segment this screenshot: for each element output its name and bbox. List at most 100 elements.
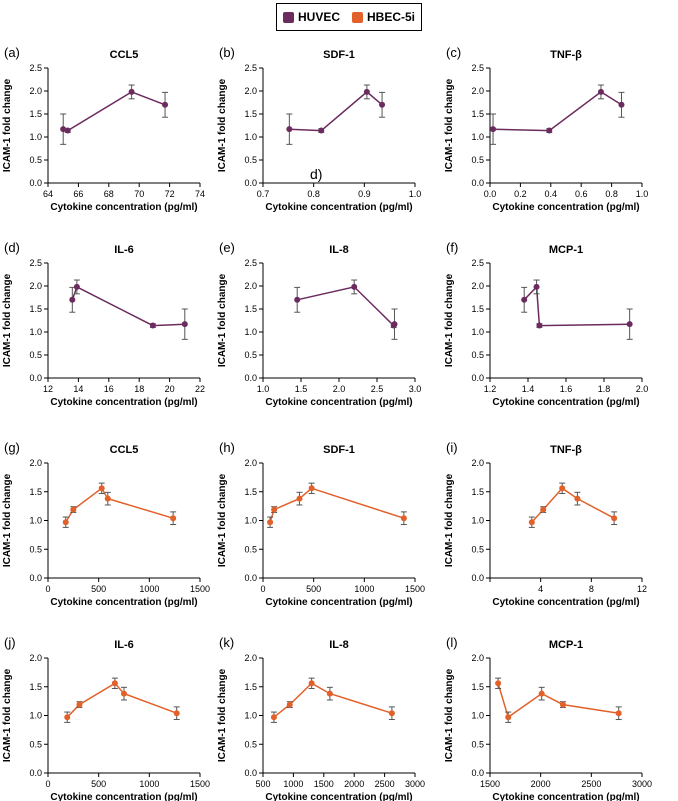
legend: HUVEC HBEC-5i xyxy=(276,3,422,31)
y-axis-label: ICAM-1 fold change xyxy=(2,473,13,567)
chart-title: IL-8 xyxy=(329,244,349,256)
data-point xyxy=(388,710,395,717)
x-tick-label: 0 xyxy=(260,584,265,594)
data-point xyxy=(559,701,566,708)
y-tick-label: 0.0 xyxy=(29,768,42,778)
x-tick-label: 1.5 xyxy=(295,384,308,394)
stray-label: d) xyxy=(310,166,323,182)
panel-c: (c) TNF-β 0.0 0.5 1.0 1.5 2.0 2.5 0.0 0.2 0.4 0.6 0.… xyxy=(444,45,648,213)
y-tick-label: 1.5 xyxy=(29,304,42,314)
data-point xyxy=(546,127,553,134)
data-point xyxy=(149,322,156,329)
y-tick-label: 2.0 xyxy=(471,281,484,291)
y-tick-label: 2.5 xyxy=(29,258,42,268)
y-tick-label: 2.0 xyxy=(471,458,484,468)
panel-label: (k) xyxy=(219,635,234,650)
x-tick-label: 68 xyxy=(104,189,114,199)
y-tick-label: 1.5 xyxy=(244,682,257,692)
x-tick-label: 1.6 xyxy=(560,384,573,394)
x-tick-label: 1.0 xyxy=(257,384,270,394)
y-tick-label: 0.5 xyxy=(29,350,42,360)
y-tick-label: 1.5 xyxy=(29,109,42,119)
panel-j: (j) IL-6 0.0 0.5 1.0 1.5 2.0 0 500 1000 1500 Cytoki… xyxy=(2,635,210,801)
data-point xyxy=(559,485,566,492)
chart-title: MCP-1 xyxy=(549,639,583,651)
series-line xyxy=(71,285,185,327)
y-tick-label: 0.5 xyxy=(471,350,484,360)
y-tick-label: 0.0 xyxy=(244,178,257,188)
x-tick-label: 1000 xyxy=(139,779,159,789)
x-axis-label: Cytokine concentration (pg/ml) xyxy=(50,792,197,801)
x-tick-label: 2.0 xyxy=(636,384,649,394)
series-line xyxy=(297,286,396,327)
x-tick-label: 2.5 xyxy=(371,384,384,394)
data-point xyxy=(536,322,543,329)
data-point xyxy=(162,101,169,108)
legend-label-huvec: HUVEC xyxy=(297,10,340,24)
y-tick-label: 2.0 xyxy=(29,653,42,663)
data-point xyxy=(308,680,315,687)
x-tick-label: 3.0 xyxy=(409,384,422,394)
x-tick-label: 1000 xyxy=(139,584,159,594)
x-tick-label: 16 xyxy=(104,384,114,394)
data-point xyxy=(62,519,69,526)
x-tick-label: 1500 xyxy=(190,779,210,789)
x-axis-label: Cytokine concentration (pg/ml) xyxy=(492,202,639,213)
panel-label: (e) xyxy=(219,240,235,255)
y-tick-label: 0.0 xyxy=(471,373,484,383)
y-tick-label: 2.5 xyxy=(29,63,42,73)
y-axis-label: ICAM-1 fold change xyxy=(217,473,228,567)
data-point xyxy=(351,283,358,290)
y-axis-label: ICAM-1 fold change xyxy=(217,668,228,762)
x-axis-label: Cytokine concentration (pg/ml) xyxy=(492,792,639,801)
data-point xyxy=(538,690,545,697)
data-point xyxy=(121,690,127,697)
y-tick-label: 2.0 xyxy=(29,86,42,96)
x-axis-label: Cytokine concentration (pg/ml) xyxy=(265,202,412,213)
series-line xyxy=(497,683,619,719)
y-tick-label: 0.0 xyxy=(471,178,484,188)
y-axis-label: ICAM-1 fold change xyxy=(444,78,455,172)
chart-title: SDF-1 xyxy=(323,444,355,456)
y-tick-label: 0.5 xyxy=(471,155,484,165)
y-tick-label: 0.5 xyxy=(29,155,42,165)
x-tick-label: 12 xyxy=(43,384,53,394)
y-tick-label: 1.0 xyxy=(29,327,42,337)
panel-label: (h) xyxy=(219,440,235,455)
x-tick-label: 0.9 xyxy=(358,189,371,199)
panel-label: (g) xyxy=(4,440,20,455)
panel-k: (k) IL-8 0.0 0.5 1.0 1.5 2.0 500 1000 1500 2000 250… xyxy=(217,635,425,801)
data-point xyxy=(318,127,325,134)
y-tick-label: 2.0 xyxy=(244,458,257,468)
x-tick-label: 1500 xyxy=(405,584,425,594)
data-point xyxy=(64,127,71,134)
y-tick-label: 1.0 xyxy=(244,132,257,142)
x-tick-label: 22 xyxy=(195,384,205,394)
y-tick-label: 1.0 xyxy=(244,711,257,721)
x-axis-label: Cytokine concentration (pg/ml) xyxy=(265,397,412,408)
series-line xyxy=(492,90,622,132)
x-tick-label: 66 xyxy=(73,189,83,199)
data-point xyxy=(611,515,618,522)
data-point xyxy=(495,680,502,687)
y-tick-label: 2.5 xyxy=(244,63,257,73)
y-axis-label: ICAM-1 fold change xyxy=(217,78,228,172)
data-point xyxy=(104,495,111,502)
panel-d: (d) IL-6 0.0 0.5 1.0 1.5 2.0 2.5 12 14 16 18 20 22 Cyt… xyxy=(2,240,205,408)
y-tick-label: 1.5 xyxy=(471,487,484,497)
x-tick-label: 2500 xyxy=(581,779,601,789)
y-tick-label: 1.5 xyxy=(471,682,484,692)
data-point xyxy=(286,701,293,708)
x-tick-label: 0 xyxy=(45,584,50,594)
panel-label: (d) xyxy=(4,240,20,255)
panel-h: (h) SDF-1 0.0 0.5 1.0 1.5 2.0 0 500 1000 1500 Cytok… xyxy=(217,440,425,608)
x-tick-label: 500 xyxy=(306,584,321,594)
x-tick-label: 8 xyxy=(589,584,594,594)
data-point xyxy=(391,321,398,328)
series-line xyxy=(273,682,393,718)
y-axis-label: ICAM-1 fold change xyxy=(444,473,455,567)
y-tick-label: 0.5 xyxy=(244,544,257,554)
data-point xyxy=(540,506,547,513)
x-tick-label: 1.4 xyxy=(522,384,535,394)
x-tick-label: 2.0 xyxy=(333,384,346,394)
